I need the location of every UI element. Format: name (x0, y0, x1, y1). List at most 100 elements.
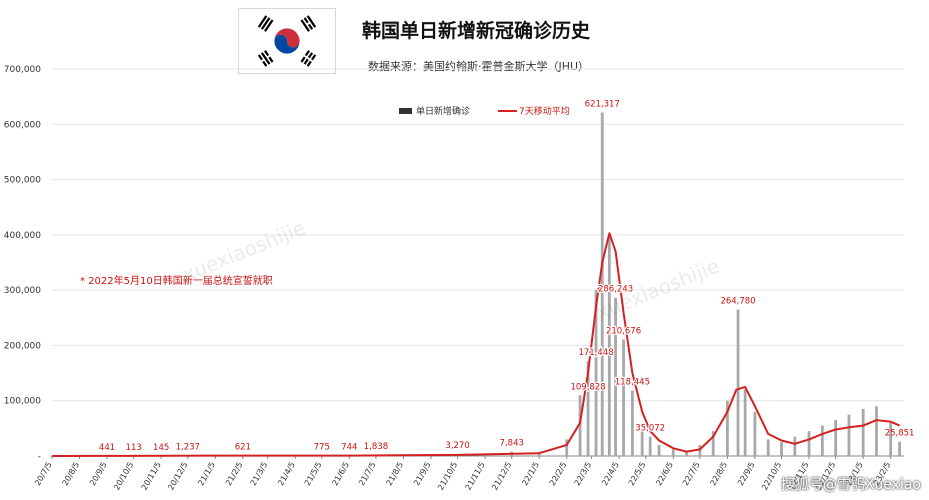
bar (725, 400, 729, 456)
data-label: 621,317 (585, 100, 620, 110)
x-tick-label: 20/9/5 (88, 461, 109, 488)
moving-average (51, 232, 901, 457)
bar (847, 414, 851, 456)
x-tick-label: 22/1/5 (520, 461, 541, 488)
x-tick-label: 22/5/5 (627, 461, 648, 488)
data-label: 1,237 (176, 442, 200, 452)
bar (640, 422, 644, 456)
data-label: 109,828 (570, 382, 605, 392)
bar (671, 449, 675, 456)
bar (780, 442, 783, 456)
x-tick-label: 21/12/5 (490, 460, 513, 491)
data-labels: 441 113 145 1,237 621 775 744 1,838 3,270 7,843 10… (80, 98, 915, 453)
y-tick-label: 500,000 (4, 176, 41, 186)
data-label: 25,851 (885, 429, 915, 439)
data-label: 145 (153, 443, 169, 453)
legend-line-label: 7天移动平均 (519, 105, 570, 117)
x-tick-label: 22/8/5 (708, 461, 729, 488)
x-tick-label: 21/7/5 (357, 461, 378, 488)
x-tick-label: 21/4/5 (276, 461, 297, 488)
bar (753, 411, 757, 456)
data-label: 264,780 (720, 297, 755, 307)
annotation-note: * 2022年5月10日韩国新一届总统宣誓就职 (80, 274, 273, 287)
data-label: 35,072 (635, 424, 665, 434)
bar (807, 431, 811, 456)
x-tick-label: 20/12/5 (166, 461, 189, 492)
x-tick-label: 21/6/5 (330, 461, 351, 488)
bar (594, 290, 598, 456)
bar (834, 420, 838, 456)
x-tick-label: 21/1/5 (196, 461, 217, 488)
x-tick-label: 20/10/5 (112, 461, 135, 492)
x-tick-label: 21/11/5 (464, 460, 487, 491)
bar (631, 390, 634, 456)
data-label: 775 (314, 443, 330, 453)
x-tick-label: 21/10/5 (436, 461, 459, 492)
x-tick-label: 22/2/5 (548, 461, 569, 488)
bar (600, 112, 604, 456)
chart-title: 韩国单日新增新冠确诊历史 (362, 20, 591, 42)
y-axis: - 100,000 200,000 300,000 400,000 500,000 600,… (4, 65, 41, 462)
moving-average-line (51, 232, 901, 457)
x-tick-label: 20/7/5 (33, 461, 54, 488)
x-tick-label: 20/8/5 (61, 461, 82, 488)
x-tick-label: 22/4/5 (600, 461, 621, 488)
data-label: 118,445 (615, 378, 650, 388)
x-axis: 20/7/5 20/8/5 20/9/5 20/10/5 20/11/5 20/12/5 2… (33, 456, 892, 492)
y-tick-label: 300,000 (4, 286, 41, 296)
bar (875, 406, 878, 456)
x-tick-label: 21/5/5 (303, 461, 324, 488)
bar (889, 422, 893, 456)
bar (657, 444, 661, 456)
data-label: 7,843 (500, 439, 524, 449)
grid-lines (52, 68, 904, 457)
legend-bar-swatch (399, 108, 412, 114)
bar (766, 439, 770, 456)
data-label: 744 (341, 443, 357, 453)
bar (711, 431, 715, 456)
data-label: 286,243 (598, 285, 633, 295)
bar (743, 389, 747, 456)
bar (50, 455, 54, 457)
bar (861, 409, 865, 456)
data-label: 171,448 (578, 348, 613, 358)
bar (648, 436, 652, 456)
legend-bar-label: 单日新增确诊 (416, 105, 470, 117)
y-tick-label: 100,000 (4, 397, 41, 407)
bar (736, 309, 740, 456)
data-label: 441 (99, 443, 115, 453)
chart-subtitle: 数据来源：美国约翰斯·霍普金斯大学（JHU） (368, 60, 590, 73)
data-label: 210,676 (606, 327, 641, 337)
y-tick-label: 600,000 (4, 120, 41, 130)
bar (578, 395, 582, 456)
bar (622, 339, 625, 456)
x-tick-label: 22/3/5 (573, 461, 594, 488)
bar (586, 361, 590, 456)
data-label: 3,270 (445, 441, 469, 451)
bars (50, 112, 901, 457)
y-tick-label: - (38, 452, 41, 462)
y-tick-label: 400,000 (4, 231, 41, 241)
x-tick-label: 21/2/5 (224, 461, 245, 488)
data-label: 621 (235, 443, 251, 453)
bar (565, 439, 569, 456)
legend: 单日新增确诊 7天移动平均 (399, 105, 570, 117)
data-label: 1,838 (364, 442, 388, 452)
x-tick-label: 22/7/5 (681, 461, 702, 488)
y-tick-label: 200,000 (4, 341, 41, 351)
x-tick-label: 22/9/5 (736, 461, 757, 488)
bar (614, 297, 617, 456)
bar (793, 436, 797, 456)
x-tick-label: 21/8/5 (385, 461, 406, 488)
x-tick-label: 22/10/5 (760, 461, 783, 492)
bar (898, 441, 901, 456)
y-tick-label: 700,000 (4, 65, 41, 75)
south-korea-flag-icon (238, 8, 336, 74)
x-tick-label: 22/6/5 (654, 461, 675, 488)
bar (685, 450, 688, 456)
bar (820, 425, 824, 456)
data-label: 113 (126, 443, 142, 453)
x-tick-label: 20/11/5 (140, 461, 163, 492)
